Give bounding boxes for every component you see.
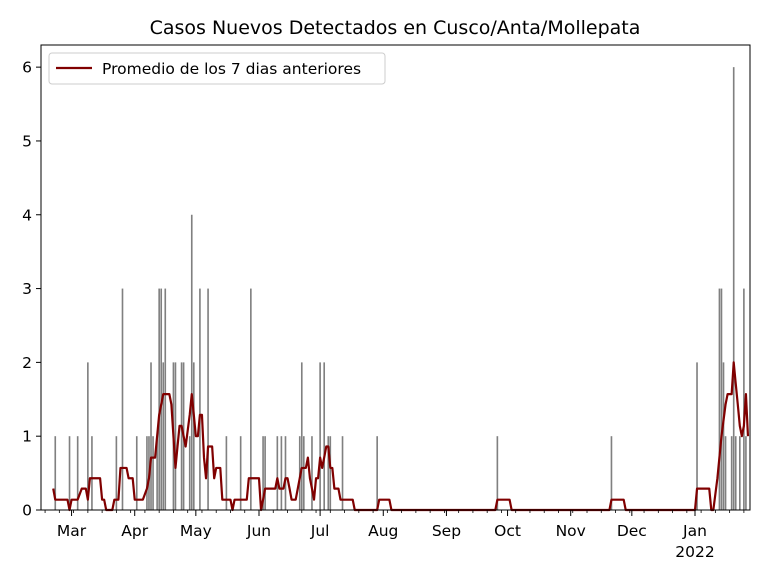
bar	[150, 362, 152, 510]
y-tick-label: 1	[22, 428, 32, 446]
bar	[192, 362, 195, 510]
bar	[303, 436, 305, 510]
plot-frame	[40, 44, 751, 511]
bar	[158, 288, 160, 510]
y-tick-label: 6	[22, 59, 32, 77]
bar	[730, 436, 733, 510]
bar	[91, 436, 93, 510]
bar	[207, 288, 209, 510]
bar	[146, 436, 148, 510]
axes-layer: 0 1 2 3 4 5 6 Mar Apr May Jun Jul Aug Sep Oct Nov Dec Jan…	[22, 44, 751, 561]
bar	[115, 436, 118, 510]
bar	[162, 362, 165, 510]
chart-title: Casos Nuevos Detectados en Cusco/Anta/Mo…	[150, 17, 641, 39]
line-layer	[52, 361, 750, 512]
x-tick-label: Aug	[368, 522, 398, 540]
bar	[745, 436, 747, 510]
bar	[284, 436, 287, 510]
bar	[225, 436, 228, 510]
y-tick-label: 0	[22, 502, 32, 520]
y-tick-label: 3	[22, 280, 32, 298]
bar	[496, 436, 499, 510]
x-tick-label: Jan	[682, 522, 707, 540]
bar	[300, 362, 303, 510]
x-tick-label: May	[180, 522, 212, 540]
bar	[329, 436, 332, 510]
bar	[743, 288, 745, 510]
x-tick-year-label: 2022	[675, 543, 714, 561]
bar	[610, 436, 613, 510]
bar	[718, 288, 721, 510]
bar	[164, 288, 167, 510]
bar	[327, 436, 330, 510]
x-tick-label: Dec	[617, 522, 647, 540]
bar	[68, 436, 71, 510]
bar	[54, 436, 57, 510]
bar	[276, 436, 279, 510]
bar	[199, 288, 201, 510]
bar	[250, 288, 252, 510]
bar	[188, 436, 191, 510]
x-tick-label: Oct	[494, 522, 521, 540]
bar	[341, 436, 344, 510]
series-line-average	[52, 361, 750, 512]
bar	[87, 362, 89, 510]
bar	[311, 436, 313, 510]
bar	[724, 436, 727, 510]
x-tick-label: Sep	[432, 522, 461, 540]
bar	[76, 436, 79, 510]
bar	[264, 436, 266, 510]
bar	[239, 436, 242, 510]
y-tick-label: 2	[22, 354, 32, 372]
bar	[174, 362, 177, 510]
bar	[722, 362, 725, 510]
bar	[319, 362, 321, 510]
legend: Promedio de los 7 dias anteriores	[48, 52, 386, 85]
legend-label: Promedio de los 7 dias anteriores	[102, 60, 361, 78]
x-tick-label: Jun	[246, 522, 271, 540]
x-tick-label: Nov	[556, 522, 586, 540]
bar	[732, 67, 735, 510]
x-tick-label: Mar	[57, 522, 87, 540]
bar	[180, 362, 183, 510]
bars-layer	[54, 67, 747, 510]
bar	[376, 436, 378, 510]
bar	[280, 436, 283, 510]
bar	[720, 288, 723, 510]
bar	[156, 436, 158, 510]
bar	[152, 436, 154, 510]
x-tick-label: Apr	[121, 522, 148, 540]
x-tick-label: Jul	[310, 522, 330, 540]
bar	[121, 288, 124, 510]
bar	[190, 214, 193, 510]
legend-frame	[48, 52, 386, 85]
bar	[323, 362, 326, 510]
bar	[739, 436, 741, 510]
y-tick-label: 4	[22, 206, 32, 224]
bar	[135, 436, 138, 510]
bar	[734, 436, 737, 510]
y-tick-label: 5	[22, 132, 32, 150]
bar	[262, 436, 264, 510]
bar	[696, 362, 698, 510]
